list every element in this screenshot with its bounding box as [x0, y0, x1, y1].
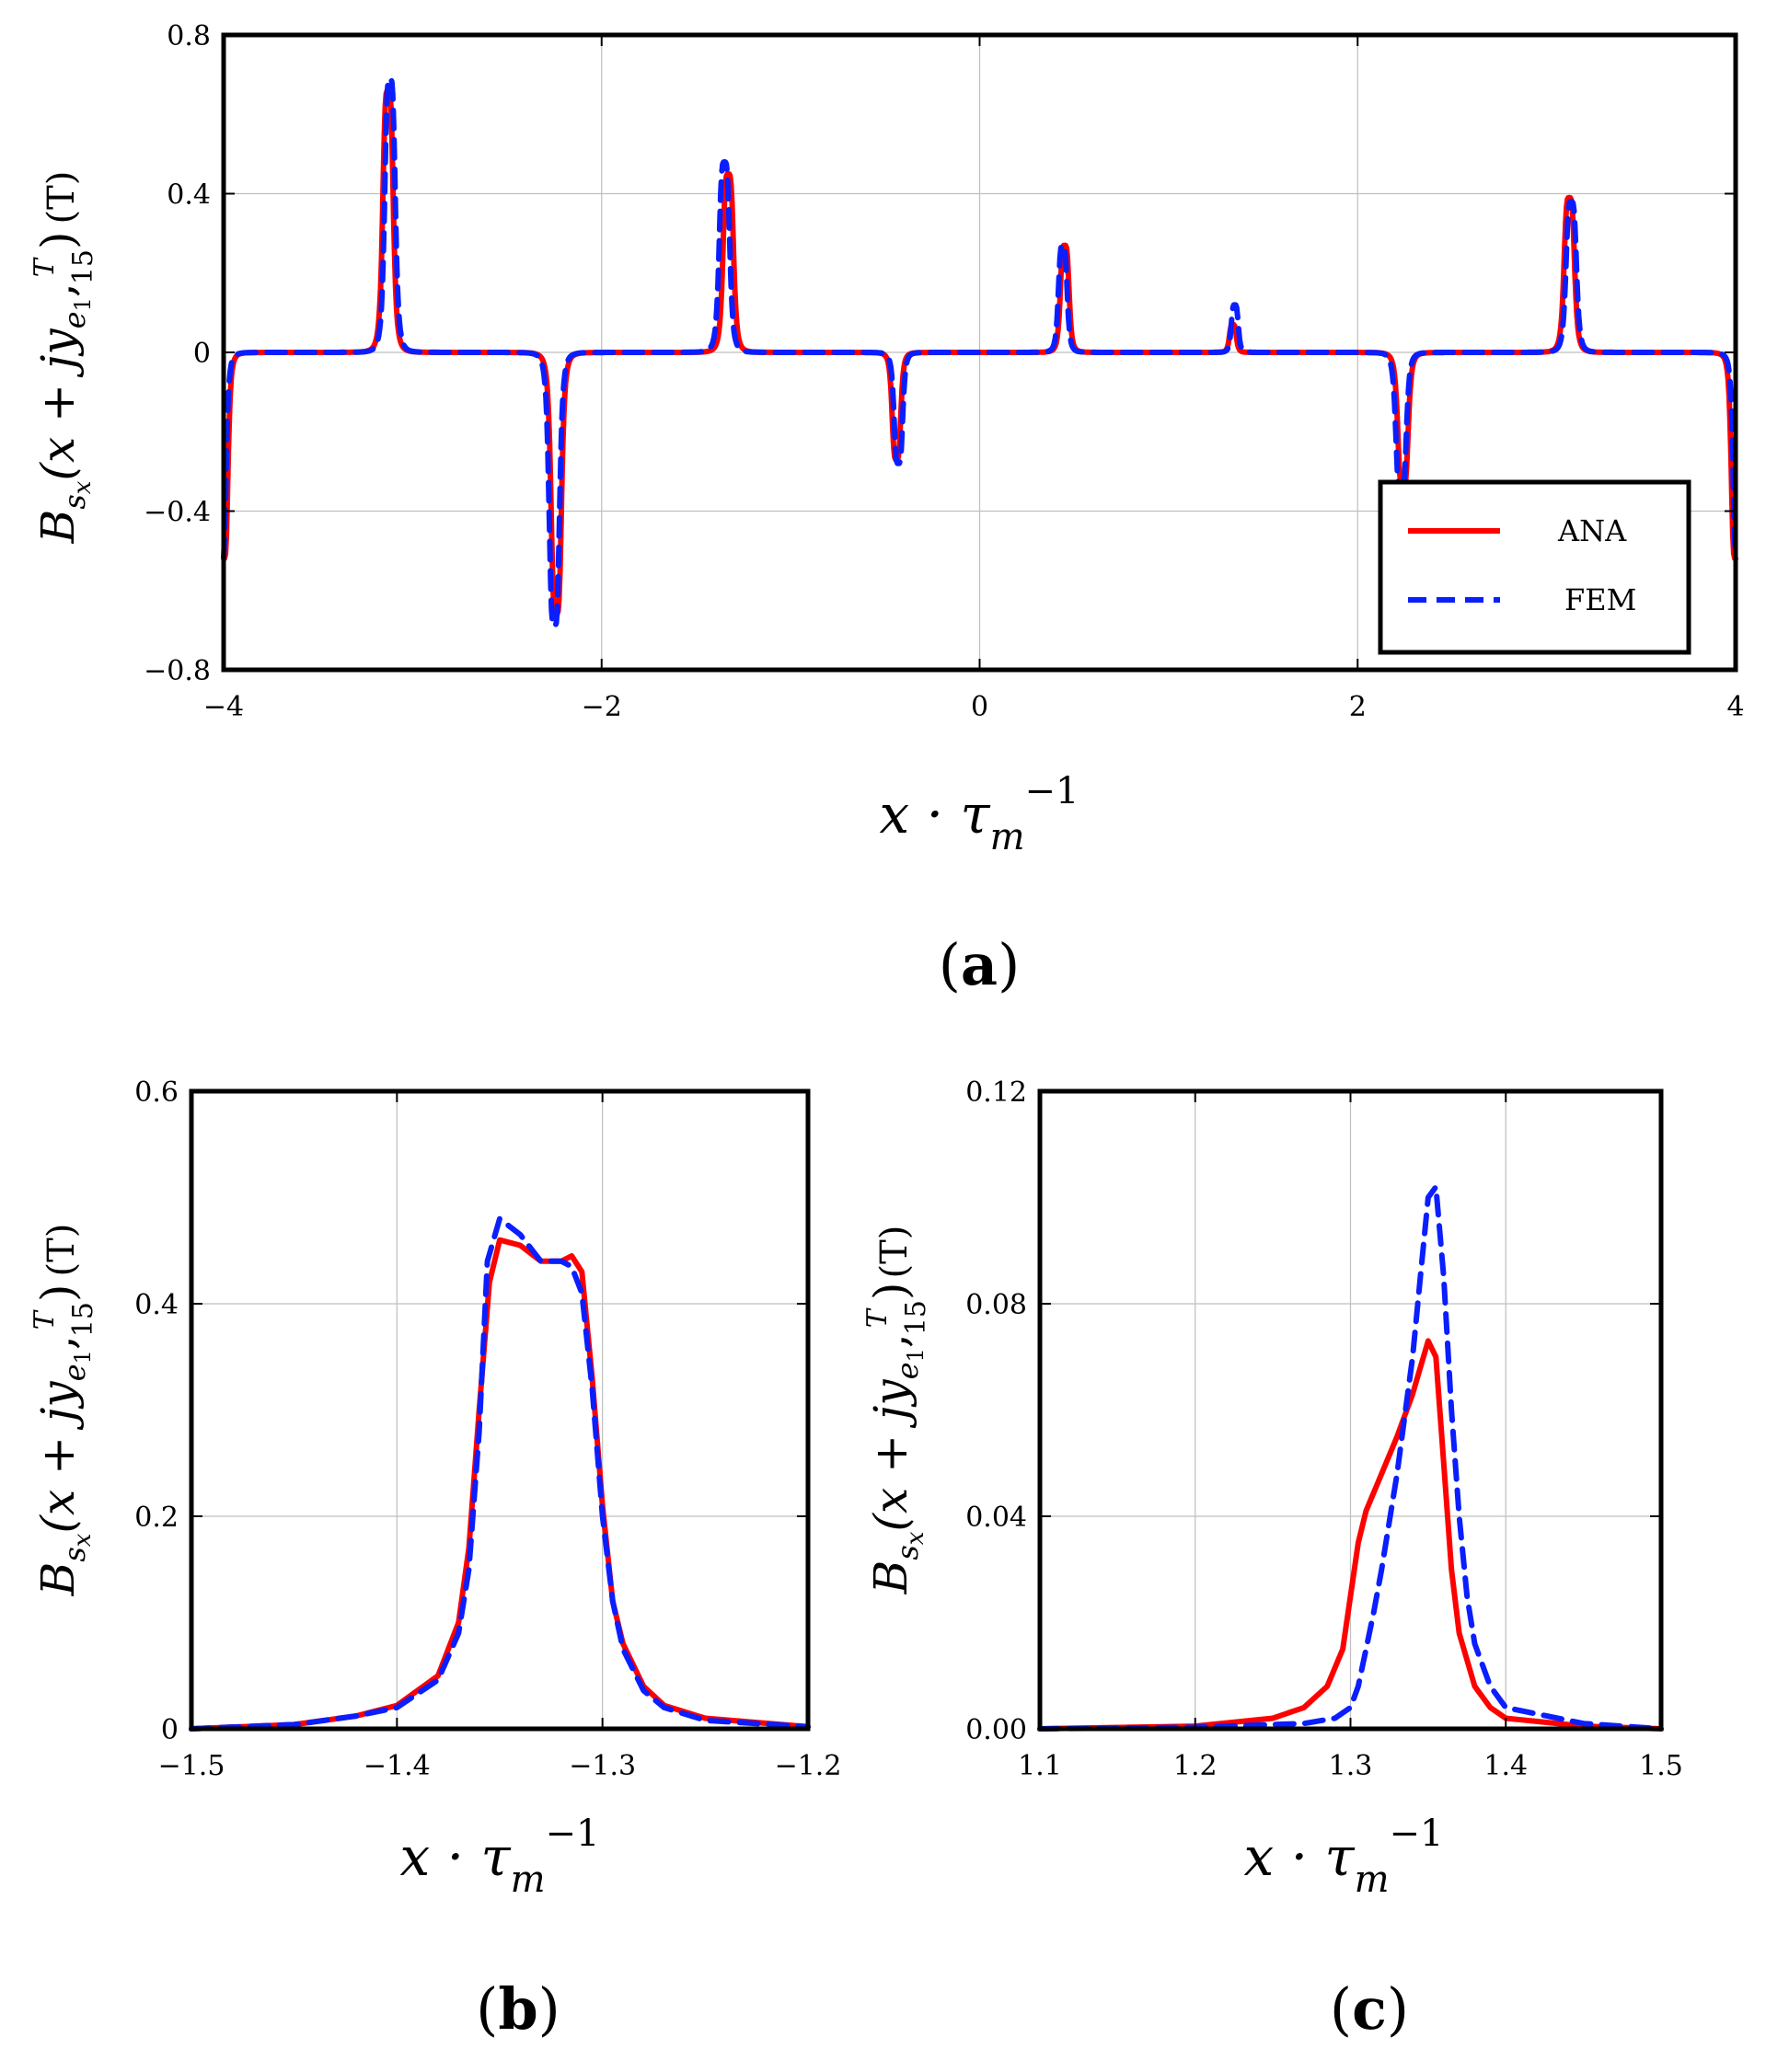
ylabel-sub-e: e: [57, 1364, 92, 1381]
ylabel-sub-s: s: [890, 1545, 925, 1560]
chart-a-legend: ANA FEM: [1378, 479, 1691, 655]
ylabel-frac-15: 15: [900, 1300, 932, 1335]
ylabel-frac-t: T: [29, 257, 61, 277]
ylabel-close: ): [31, 232, 85, 250]
y-tick-label: 0.00: [965, 1714, 1027, 1746]
ylabel-sub-e: e: [57, 311, 92, 328]
y-tick-label: 0.8: [167, 20, 211, 52]
chart-b-tick-labels: −1.5 −1.4 −1.3 −1.2 0 0.2 0.4 0.6: [134, 1076, 841, 1782]
ylabel-open: (x + jy: [31, 1381, 85, 1534]
chart-a: −4 −2 0 2 4 −0.8 −0.4 0 0.4 0.8 ANA FEM Bsx(x + j…: [29, 20, 1745, 998]
y-tick-label: 0: [161, 1714, 179, 1746]
ylabel-frac-15: 15: [67, 249, 99, 284]
legend-box: [1378, 479, 1691, 655]
chart-b-series-ana: [189, 1237, 811, 1732]
series-line-fem: [1037, 1184, 1664, 1732]
ylabel-open: (x + jy: [864, 1379, 918, 1532]
svg-text:Bsx(x + jye1,T15)(T): Bsx(x + jye1, T 15) (T): [29, 1224, 99, 1597]
chart-b-series-fem: [189, 1215, 811, 1732]
chart-c-xlabel: x · τm−1: [1243, 1813, 1443, 1901]
chart-c-ylabel: Bsx(x + jye1, T 15) (T): [861, 1226, 932, 1595]
chart-c-series-fem: [1037, 1184, 1664, 1732]
ylabel-close: ): [864, 1283, 918, 1301]
chart-a-series-fem: [221, 75, 1738, 629]
ylabel-b: B: [31, 510, 85, 545]
chart-a-xlabel: x · τm−1: [879, 770, 1079, 858]
y-tick-label: 0.4: [167, 179, 211, 212]
x-tick-label: −1.5: [158, 1750, 225, 1782]
x-tick-label: 1.2: [1173, 1750, 1218, 1782]
svg-text:Bsx(x + jye1,T15)(T): Bsx(x + jye1, T 15) (T): [861, 1226, 932, 1595]
x-tick-label: 1.1: [1018, 1750, 1062, 1782]
legend-fem-label: FEM: [1564, 582, 1636, 617]
chart-b: −1.5 −1.4 −1.3 −1.2 0 0.2 0.4 0.6 Bsx(x + jye1,…: [29, 1076, 841, 2043]
y-tick-label: 0.12: [965, 1076, 1027, 1109]
y-tick-label: 0.2: [134, 1502, 179, 1534]
x-tick-label: 2: [1349, 691, 1367, 723]
y-tick-label: 0.04: [965, 1502, 1027, 1534]
ylabel-sub-1: 1: [70, 1350, 96, 1364]
chart-b-grid: [190, 1090, 809, 1730]
ylabel-b: B: [864, 1560, 918, 1595]
chart-b-ylabel: Bsx(x + jye1, T 15) (T): [29, 1224, 99, 1597]
x-tick-label: −1.2: [775, 1750, 842, 1782]
ylabel-sub-x: x: [69, 480, 97, 494]
chart-c-plot-frame: [1037, 1088, 1664, 1732]
x-tick-label: −2: [582, 691, 622, 723]
ylabel-sub-x: x: [69, 1533, 97, 1547]
x-tick-label: 0: [971, 691, 988, 723]
x-tick-label: −1.3: [569, 1750, 636, 1782]
chart-a-ylabel: Bsx(x + jye1, T 15) (T): [29, 171, 99, 545]
ylabel-frac-15: 15: [67, 1302, 99, 1337]
y-tick-label: −0.8: [144, 655, 211, 687]
chart-a-plot-frame: [221, 32, 1738, 673]
y-tick-label: 0.6: [134, 1076, 179, 1109]
ylabel-unit: (T): [40, 1224, 83, 1277]
chart-b-panel-label: (b): [476, 1975, 560, 2043]
series-line-ana: [1037, 1338, 1664, 1732]
series-line-ana: [189, 1237, 811, 1732]
ylabel-sub-1: 1: [903, 1348, 929, 1362]
x-tick-label: −4: [203, 691, 244, 723]
ylabel-frac-t: T: [29, 1309, 61, 1330]
series-line-fem: [221, 75, 1738, 629]
ylabel-open: (x + jy: [31, 328, 85, 481]
ylabel-sub-x: x: [902, 1531, 929, 1545]
ylabel-frac-t: T: [861, 1307, 894, 1328]
ylabel-sub-s: s: [57, 1547, 92, 1561]
chart-c-grid: [1039, 1090, 1662, 1730]
ylabel-sub-e: e: [890, 1362, 925, 1379]
chart-a-panel-label: (a): [939, 931, 1021, 998]
svg-text:Bsx(x + jye1,T15)(T): Bsx(x + jye1, T 15) (T): [29, 171, 99, 545]
chart-c-panel-label: (c): [1330, 1975, 1409, 2043]
ylabel-comma: ,: [31, 1335, 85, 1350]
x-tick-label: 1.3: [1329, 1750, 1373, 1782]
ylabel-unit: (T): [873, 1226, 916, 1279]
ylabel-sub-s: s: [57, 494, 92, 509]
x-tick-label: −1.4: [364, 1750, 431, 1782]
series-line-fem: [189, 1215, 811, 1732]
ylabel-unit: (T): [40, 171, 83, 224]
x-tick-label: 1.5: [1639, 1750, 1683, 1782]
chart-c-series-ana: [1037, 1338, 1664, 1732]
x-tick-label: 4: [1726, 691, 1744, 723]
chart-c-tick-labels: 1.1 1.2 1.3 1.4 1.5 0.00 0.04 0.08 0.12: [965, 1076, 1683, 1782]
ylabel-comma: ,: [31, 282, 85, 297]
y-tick-label: 0.4: [134, 1289, 179, 1321]
ylabel-close: ): [31, 1284, 85, 1303]
y-tick-label: 0: [193, 338, 211, 370]
legend-ana-label: ANA: [1557, 513, 1627, 548]
chart-b-xlabel: x · τm−1: [399, 1813, 599, 1901]
ylabel-b: B: [31, 1562, 85, 1597]
ylabel-sub-1: 1: [70, 297, 96, 311]
ylabel-comma: ,: [864, 1333, 918, 1348]
x-tick-label: 1.4: [1483, 1750, 1528, 1782]
chart-c: 1.1 1.2 1.3 1.4 1.5 0.00 0.04 0.08 0.12 Bsx(x + …: [861, 1076, 1683, 2043]
y-tick-label: −0.4: [144, 497, 211, 529]
chart-b-plot-frame: [189, 1088, 811, 1732]
y-tick-label: 0.08: [965, 1289, 1027, 1321]
